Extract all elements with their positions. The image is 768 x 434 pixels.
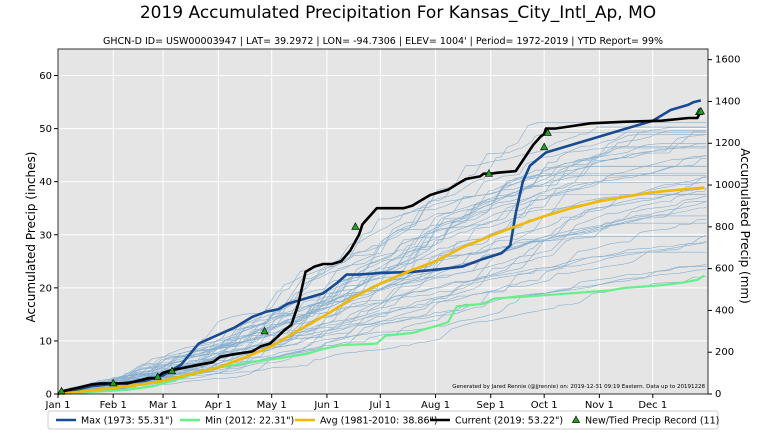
legend-label-min: Min (2012: 22.31") bbox=[205, 416, 294, 427]
credit-note: Generated by Jared Rennie (@jjrennie) on… bbox=[452, 384, 705, 390]
x-tick-label: Nov 1 bbox=[585, 400, 614, 411]
y2-tick-label: 800 bbox=[715, 222, 734, 233]
series-line-avg bbox=[57, 186, 705, 396]
x-tick-label: Sep 1 bbox=[477, 400, 505, 411]
historical-trace bbox=[57, 130, 707, 395]
y2-tick-label: 600 bbox=[715, 264, 734, 275]
y-tick-label: 30 bbox=[39, 230, 52, 241]
y2-tick-label: 0 bbox=[715, 389, 721, 400]
legend-label-record: New/Tied Precip Record (11) bbox=[585, 416, 719, 427]
legend-label-max: Max (1973: 55.31") bbox=[81, 416, 173, 427]
chart-subtitle: GHCN-D ID= USW00003947 | LAT= 39.2972 | … bbox=[103, 36, 663, 47]
chart-title: 2019 Accumulated Precipitation For Kansa… bbox=[140, 3, 656, 23]
y-tick-label: 50 bbox=[39, 124, 52, 135]
record-marker bbox=[543, 128, 552, 136]
record-marker bbox=[540, 142, 549, 151]
historical-trace bbox=[57, 158, 707, 395]
x-tick-label: Jun 1 bbox=[313, 400, 339, 411]
historical-trace bbox=[57, 132, 707, 395]
y2-tick-label: 1600 bbox=[715, 55, 740, 66]
x-tick-label: Dec 1 bbox=[638, 400, 667, 411]
historical-trace bbox=[57, 242, 707, 395]
y-tick-label: 60 bbox=[39, 71, 52, 82]
x-tick-label: Feb 1 bbox=[100, 400, 127, 411]
x-tick-label: Apr 1 bbox=[205, 400, 232, 411]
legend-swatch-record bbox=[571, 415, 581, 423]
y2-tick-label: 200 bbox=[715, 347, 734, 358]
legend: Max (1973: 55.31") Min (2012: 22.31") Avg … bbox=[47, 410, 719, 430]
historical-trace bbox=[57, 147, 707, 395]
y2-tick-label: 1400 bbox=[715, 96, 740, 107]
record-marker bbox=[351, 222, 360, 230]
legend-box bbox=[47, 410, 719, 430]
y-tick-label: 40 bbox=[39, 177, 52, 188]
y-tick-label: 20 bbox=[39, 283, 52, 294]
series-line-current bbox=[57, 110, 703, 396]
x-tick-label: Oct 1 bbox=[531, 400, 558, 411]
historical-trace bbox=[57, 126, 707, 395]
x-tick-label: Jul 1 bbox=[369, 400, 392, 411]
historical-trace bbox=[57, 219, 707, 395]
record-markers bbox=[57, 106, 705, 395]
record-marker bbox=[484, 169, 494, 177]
record-marker bbox=[109, 378, 118, 387]
record-marker bbox=[696, 106, 705, 115]
plot-area bbox=[58, 49, 708, 394]
grid-lines bbox=[57, 49, 708, 395]
x-tick-label: Aug 1 bbox=[421, 400, 450, 411]
historical-trace bbox=[57, 146, 707, 395]
y2-tick-label: 1000 bbox=[715, 180, 740, 191]
legend-label-current: Current (2019: 53.22") bbox=[455, 416, 563, 427]
record-marker bbox=[153, 372, 162, 380]
y-tick-label: 10 bbox=[39, 336, 52, 347]
series-line-max bbox=[57, 99, 702, 396]
y2-axis-label: Accumulated Precip (mm) bbox=[738, 148, 752, 303]
legend-label-avg: Avg (1981-2010: 38.86") bbox=[320, 416, 438, 427]
historical-trace bbox=[57, 143, 707, 395]
x-tick-label: Jan 1 bbox=[45, 400, 71, 411]
record-marker bbox=[260, 326, 269, 335]
y2-tick-label: 1200 bbox=[715, 138, 740, 149]
plot-frame bbox=[57, 48, 709, 395]
x-tick-label: May 1 bbox=[257, 400, 287, 411]
y-tick-label: 0 bbox=[46, 390, 52, 401]
y-axis-label: Accumulated Precip (inches) bbox=[24, 152, 38, 323]
x-tick-label: Mar 1 bbox=[149, 400, 177, 411]
historical-trace bbox=[57, 241, 707, 395]
y2-tick-label: 400 bbox=[715, 305, 734, 316]
record-marker bbox=[167, 366, 177, 375]
historical-trace bbox=[57, 177, 707, 395]
